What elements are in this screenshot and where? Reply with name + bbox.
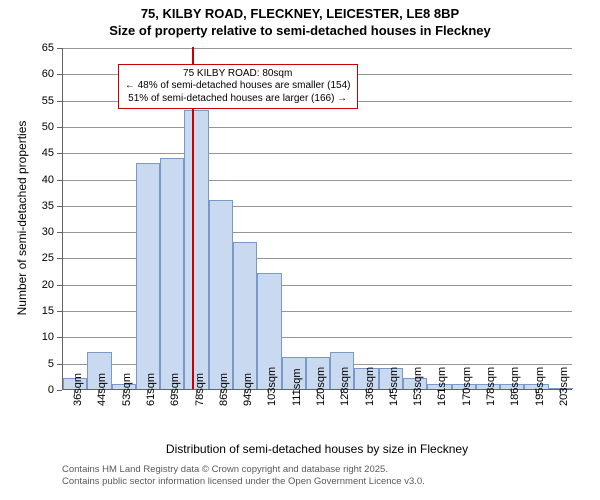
annotation-line1: 75 KILBY ROAD: 80sqm xyxy=(125,68,351,81)
chart-title: 75, KILBY ROAD, FLECKNEY, LEICESTER, LE8… xyxy=(0,6,600,38)
ytick-mark xyxy=(57,337,62,338)
ytick-mark xyxy=(57,311,62,312)
ytick-label: 15 xyxy=(34,305,54,317)
ytick-label: 25 xyxy=(34,252,54,264)
annotation-box: 75 KILBY ROAD: 80sqm← 48% of semi-detach… xyxy=(118,64,358,110)
title-line1: 75, KILBY ROAD, FLECKNEY, LEICESTER, LE8… xyxy=(0,6,600,21)
histogram-bar xyxy=(209,200,233,389)
histogram-bar xyxy=(136,163,160,389)
ytick-mark xyxy=(57,390,62,391)
ytick-label: 40 xyxy=(34,174,54,186)
gridline xyxy=(63,48,572,49)
ytick-mark xyxy=(57,232,62,233)
ytick-mark xyxy=(57,258,62,259)
plot-area: 75 KILBY ROAD: 80sqm← 48% of semi-detach… xyxy=(62,48,572,390)
ytick-mark xyxy=(57,127,62,128)
footnote-line1: Contains HM Land Registry data © Crown c… xyxy=(62,464,388,475)
chart-container: 75, KILBY ROAD, FLECKNEY, LEICESTER, LE8… xyxy=(0,0,600,500)
ytick-label: 65 xyxy=(34,42,54,54)
ytick-label: 5 xyxy=(34,358,54,370)
ytick-label: 35 xyxy=(34,200,54,212)
y-axis-label: Number of semi-detached properties xyxy=(15,108,29,328)
ytick-mark xyxy=(57,364,62,365)
histogram-bar xyxy=(160,158,184,390)
ytick-label: 0 xyxy=(34,384,54,396)
title-line2: Size of property relative to semi-detach… xyxy=(0,23,600,38)
ytick-mark xyxy=(57,153,62,154)
ytick-label: 20 xyxy=(34,279,54,291)
x-axis-label: Distribution of semi-detached houses by … xyxy=(62,442,572,456)
ytick-mark xyxy=(57,74,62,75)
annotation-line2: ← 48% of semi-detached houses are smalle… xyxy=(125,80,351,93)
ytick-label: 45 xyxy=(34,147,54,159)
annotation-line3: 51% of semi-detached houses are larger (… xyxy=(125,93,351,106)
gridline xyxy=(63,153,572,154)
ytick-mark xyxy=(57,101,62,102)
histogram-bar xyxy=(184,110,208,389)
ytick-label: 60 xyxy=(34,68,54,80)
gridline xyxy=(63,127,572,128)
ytick-mark xyxy=(57,206,62,207)
ytick-label: 50 xyxy=(34,121,54,133)
ytick-label: 55 xyxy=(34,95,54,107)
ytick-label: 10 xyxy=(34,331,54,343)
footnote-line2: Contains public sector information licen… xyxy=(62,476,425,487)
ytick-mark xyxy=(57,180,62,181)
histogram-bar xyxy=(233,242,257,389)
ytick-mark xyxy=(57,48,62,49)
ytick-mark xyxy=(57,285,62,286)
ytick-label: 30 xyxy=(34,226,54,238)
